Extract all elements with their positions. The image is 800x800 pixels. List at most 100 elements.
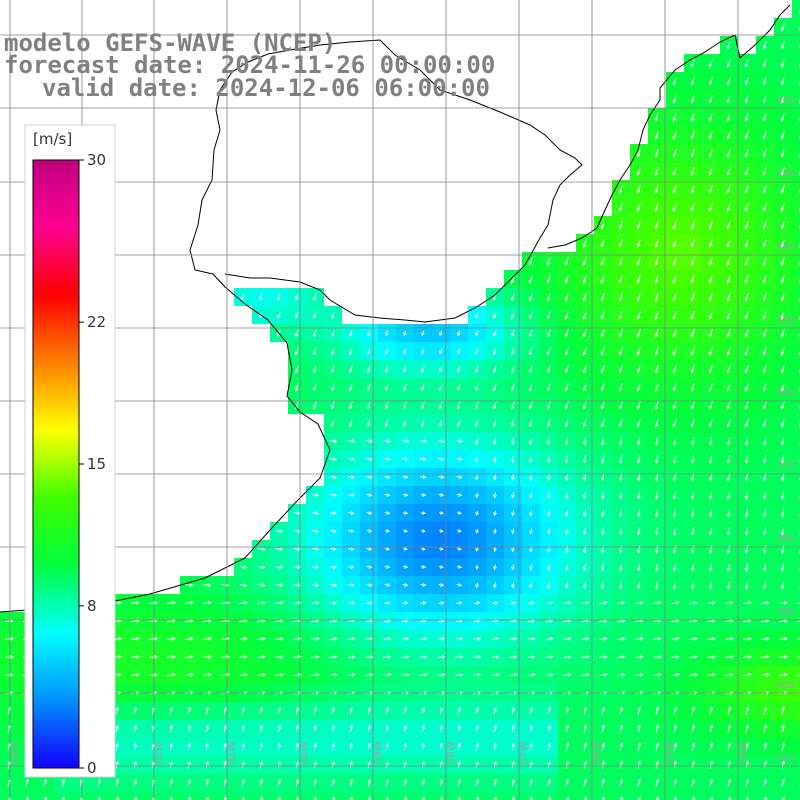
wind-arrow xyxy=(583,724,588,733)
wind-arrow xyxy=(437,673,446,677)
wind-arrow xyxy=(744,95,749,104)
wind-arrow xyxy=(672,131,677,140)
wind-arrow xyxy=(4,636,14,641)
wind-arrow xyxy=(256,654,266,659)
wind-arrow xyxy=(762,419,767,428)
wind-arrow xyxy=(294,311,299,319)
wind-arrow xyxy=(528,365,533,374)
wind-arrow xyxy=(473,673,482,677)
wind-cell xyxy=(792,576,800,594)
wind-arrow xyxy=(439,529,444,533)
wind-arrow xyxy=(726,131,731,140)
wind-arrow xyxy=(402,457,409,461)
wind-arrow xyxy=(527,673,536,677)
wind-arrow xyxy=(420,475,427,479)
wind-arrow xyxy=(529,582,533,589)
wind-arrow xyxy=(726,77,731,86)
wind-arrow xyxy=(529,455,533,464)
wind-arrow xyxy=(726,41,731,50)
wind-arrow xyxy=(474,383,479,392)
wind-cell xyxy=(0,792,18,800)
wind-arrow xyxy=(438,401,443,410)
wind-arrow xyxy=(726,455,731,464)
wind-arrow xyxy=(744,383,749,392)
wind-arrow xyxy=(582,473,587,482)
wind-arrow xyxy=(726,149,731,158)
wind-arrow xyxy=(115,742,120,751)
wind-arrow xyxy=(403,348,407,355)
wind-arrow xyxy=(780,437,785,446)
wind-arrow xyxy=(744,59,749,68)
wind-arrow xyxy=(726,275,731,284)
wind-arrow xyxy=(780,23,785,32)
wind-arrow xyxy=(384,365,389,374)
wind-arrow xyxy=(654,419,659,428)
wind-arrow xyxy=(493,474,497,481)
wind-arrow xyxy=(672,473,677,482)
wind-arrow xyxy=(708,419,713,428)
wind-arrow xyxy=(582,491,587,500)
wind-arrow xyxy=(491,655,500,659)
wind-cell xyxy=(126,792,144,800)
wind-arrow xyxy=(545,637,554,641)
wind-arrow xyxy=(583,796,588,800)
wind-cell xyxy=(792,666,800,684)
wind-arrow xyxy=(367,347,371,355)
wind-arrow xyxy=(780,401,785,410)
wind-arrow xyxy=(599,655,608,659)
wind-arrow xyxy=(763,706,768,716)
lon-label: 64W xyxy=(10,741,21,764)
wind-arrow xyxy=(421,706,426,715)
wind-arrow xyxy=(491,673,500,677)
wind-arrow xyxy=(439,330,443,337)
wind-arrow xyxy=(274,654,284,659)
wind-arrow xyxy=(690,185,695,194)
wind-arrow xyxy=(618,455,623,464)
wind-arrow xyxy=(726,311,731,320)
wind-arrow xyxy=(330,347,335,356)
wind-cell xyxy=(18,792,36,800)
wind-arrow xyxy=(457,330,461,337)
wind-arrow xyxy=(421,330,425,337)
wind-arrow xyxy=(456,457,463,461)
wind-arrow xyxy=(510,383,515,392)
wind-arrow xyxy=(401,439,410,443)
wind-cell xyxy=(342,792,360,800)
wind-arrow xyxy=(726,203,731,212)
wind-arrow xyxy=(780,149,785,158)
wind-arrow xyxy=(384,547,391,551)
wind-arrow xyxy=(672,491,677,500)
wind-arrow xyxy=(654,131,659,140)
wind-arrow xyxy=(726,329,731,338)
wind-arrow xyxy=(582,401,587,410)
wind-arrow xyxy=(618,491,623,500)
wind-arrow xyxy=(133,706,138,715)
wind-arrow xyxy=(708,95,713,104)
wind-arrow xyxy=(528,419,533,428)
wind-arrow xyxy=(311,511,320,515)
wind-arrow xyxy=(493,510,497,517)
wind-arrow xyxy=(636,311,641,320)
wind-arrow xyxy=(672,545,677,554)
wind-arrow xyxy=(148,636,158,641)
wind-arrow xyxy=(438,457,445,461)
wind-arrow xyxy=(691,706,696,716)
wind-arrow xyxy=(635,637,644,641)
wind-arrow xyxy=(528,437,533,446)
wind-arrow xyxy=(618,221,623,230)
wind-arrow xyxy=(312,329,317,338)
wind-arrow xyxy=(762,293,767,302)
wind-arrow xyxy=(259,778,264,787)
wind-arrow xyxy=(169,778,174,787)
wind-arrow xyxy=(529,510,533,517)
wind-arrow xyxy=(744,401,749,410)
wind-arrow xyxy=(385,778,390,787)
wind-arrow xyxy=(780,347,785,356)
wind-arrow xyxy=(528,347,533,356)
wind-arrow xyxy=(4,672,14,677)
wind-arrow xyxy=(330,511,337,515)
wind-arrow xyxy=(780,545,785,554)
wind-arrow xyxy=(636,167,641,176)
wind-arrow xyxy=(653,636,662,641)
wind-arrow xyxy=(690,509,695,518)
